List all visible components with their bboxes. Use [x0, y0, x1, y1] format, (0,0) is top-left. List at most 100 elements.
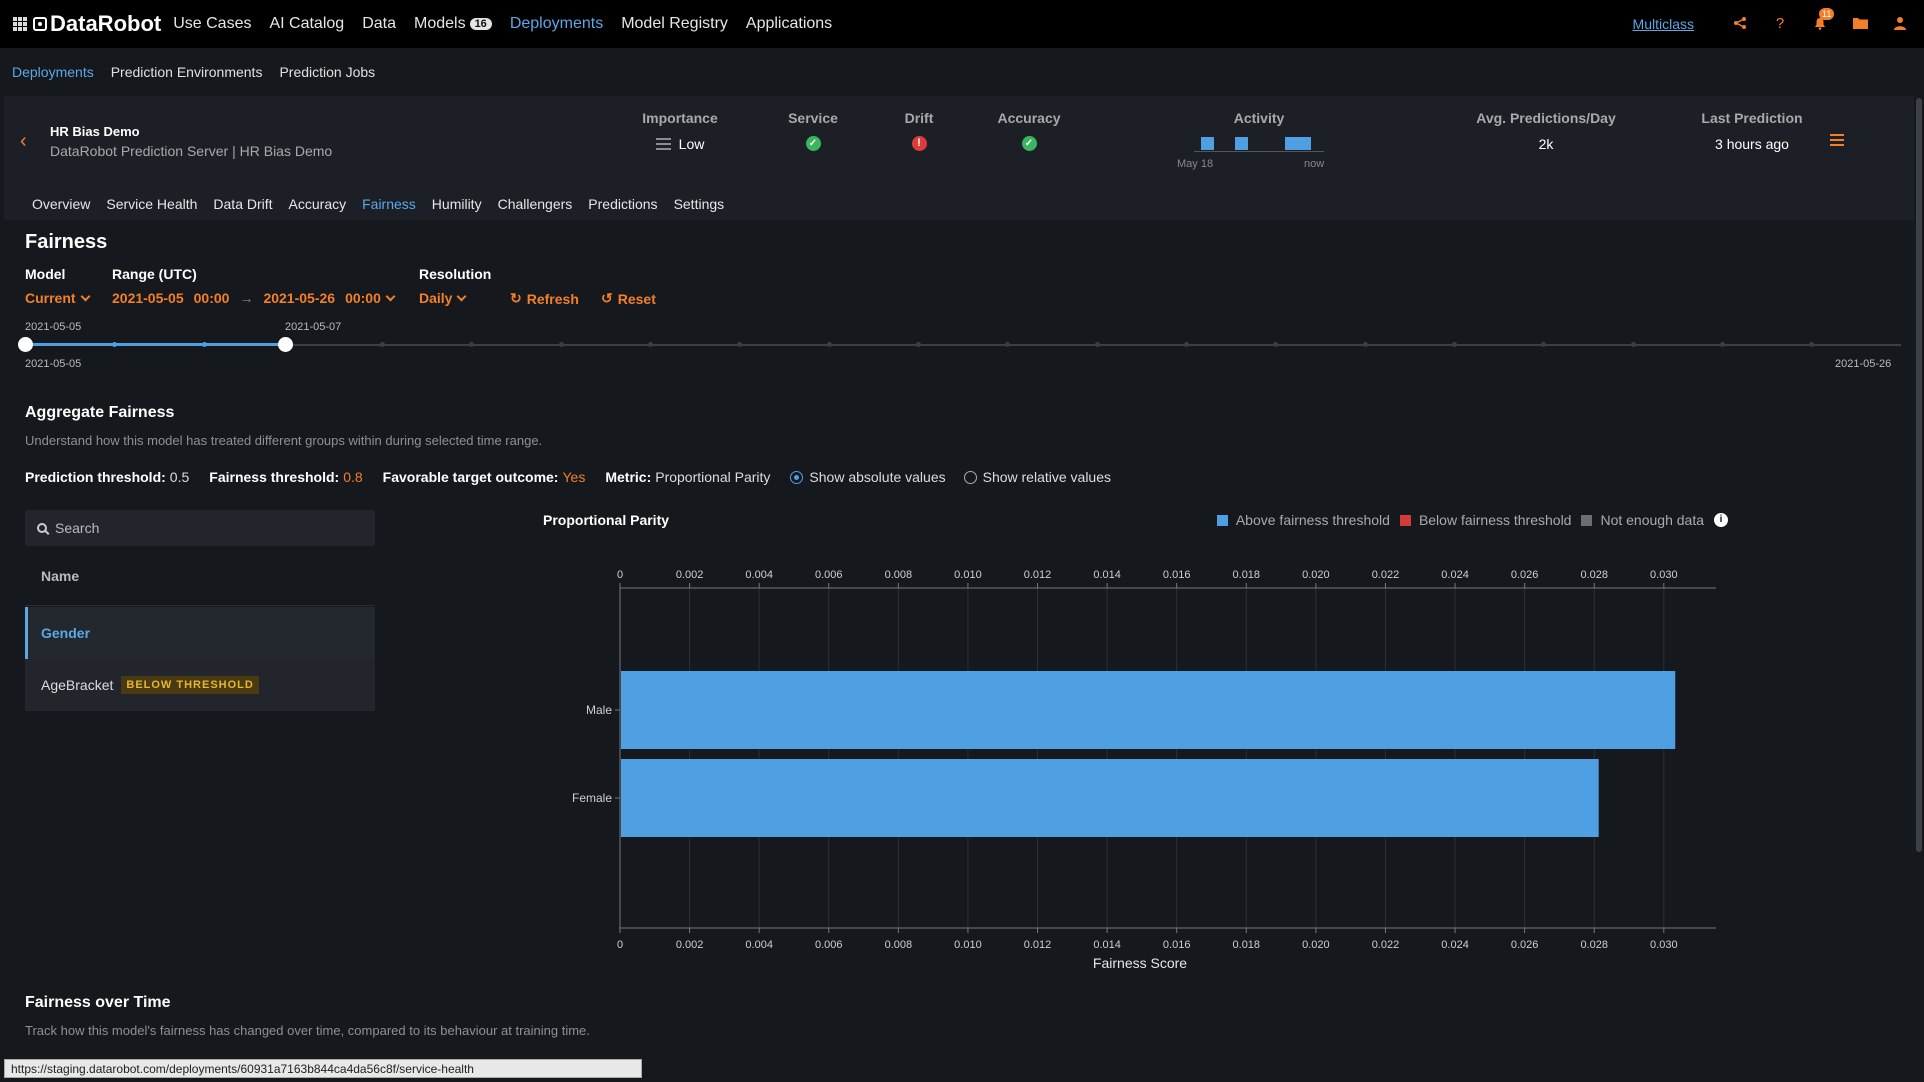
tab-accuracy[interactable]: Accuracy: [288, 196, 347, 212]
x-tick-label-bottom: 0.016: [1163, 939, 1191, 951]
help-icon[interactable]: ?: [1775, 15, 1785, 32]
scrollbar-thumb[interactable]: [1916, 98, 1922, 852]
app-grid-icon[interactable]: [13, 17, 27, 31]
page-scrollbar[interactable]: [1914, 96, 1924, 1082]
logo[interactable]: DataRobot: [33, 11, 161, 37]
slider-tick: [1630, 342, 1636, 347]
multiclass-link[interactable]: Multiclass: [1632, 16, 1694, 32]
time-slider-range: [25, 343, 287, 346]
refresh-button[interactable]: ↻ Refresh: [510, 290, 579, 307]
tab-settings[interactable]: Settings: [673, 196, 725, 212]
arrow-right-icon: →: [239, 290, 254, 306]
avg-predictions-label: Avg. Predictions/Day: [1476, 110, 1616, 126]
show-absolute-label[interactable]: Show absolute values: [809, 469, 946, 485]
list-item-label: AgeBracket: [41, 677, 114, 693]
activity-chart[interactable]: [1194, 132, 1324, 152]
slider-tick: [826, 342, 832, 347]
x-tick-label-top: 0.008: [885, 569, 913, 581]
share-icon[interactable]: [1732, 16, 1748, 32]
service-stat[interactable]: Service ✓: [768, 110, 858, 151]
activity-label: Activity: [1233, 110, 1285, 126]
show-relative-label[interactable]: Show relative values: [982, 469, 1112, 485]
info-icon[interactable]: i: [1714, 513, 1728, 527]
avg-predictions-value: 2k: [1538, 136, 1554, 152]
resolution-value: Daily: [419, 290, 453, 306]
x-tick-label-bottom: 0.002: [676, 939, 704, 951]
resolution-select[interactable]: Daily: [419, 290, 467, 306]
legend-not-enough-swatch: [1581, 514, 1593, 526]
slider-tick: [380, 342, 385, 347]
accuracy-stat[interactable]: Accuracy ✓: [984, 110, 1074, 151]
back-arrow-icon[interactable]: ‹: [20, 130, 27, 152]
tab-predictions[interactable]: Predictions: [588, 196, 658, 212]
slider-tick: [1362, 342, 1368, 347]
nav-data[interactable]: Data: [362, 15, 396, 33]
show-absolute-radio[interactable]: [790, 470, 804, 484]
importance-value: Low: [678, 136, 705, 152]
x-tick-label-top: 0.004: [745, 569, 773, 581]
user-icon[interactable]: [1892, 16, 1908, 32]
range-end-date[interactable]: 2021-05-26: [263, 290, 336, 306]
range-start-date[interactable]: 2021-05-05: [112, 290, 184, 306]
tab-service-health[interactable]: Service Health: [106, 196, 198, 212]
x-tick-label-bottom: 0.030: [1650, 939, 1678, 951]
favorable-outcome-label: Favorable target outcome:: [382, 469, 559, 485]
subnav-prediction-jobs[interactable]: Prediction Jobs: [279, 64, 376, 80]
accuracy-ok-icon: ✓: [1021, 136, 1037, 151]
range-select[interactable]: 2021-05-05 00:00 → 2021-05-26 00:00: [112, 290, 396, 306]
tab-data-drift[interactable]: Data Drift: [213, 196, 273, 212]
chart-legend: Above fairness threshold Below fairness …: [1216, 512, 1728, 528]
drift-error-icon: !: [911, 136, 927, 151]
reset-button[interactable]: ↺ Reset: [601, 290, 656, 307]
notification-count: 11: [1819, 8, 1835, 20]
nav-label: Applications: [745, 15, 833, 32]
tab-fairness[interactable]: Fairness: [362, 196, 416, 212]
model-value: Current: [25, 290, 76, 306]
x-tick-label-top: 0.012: [1024, 569, 1052, 581]
deployment-title: HR Bias Demo: [50, 124, 140, 139]
chevron-down-icon: [457, 291, 467, 301]
nav-label: Deployments: [509, 15, 604, 32]
feature-search[interactable]: [25, 510, 375, 546]
nav-deployments[interactable]: Deployments: [510, 15, 603, 33]
slider-start-handle[interactable]: [18, 337, 33, 352]
nav-applications[interactable]: Applications: [746, 15, 832, 33]
nav-use-cases[interactable]: Use Cases: [173, 15, 251, 33]
x-axis-label: Fairness Score: [1093, 955, 1187, 971]
deployment-header: ‹ HR Bias Demo DataRobot Prediction Serv…: [4, 96, 1914, 220]
status-url: https://staging.datarobot.com/deployment…: [4, 1059, 642, 1078]
tab-overview[interactable]: Overview: [32, 196, 91, 212]
slider-tick: [1720, 342, 1725, 347]
list-item-agebracket[interactable]: AgeBracket BELOW THRESHOLD: [25, 659, 375, 711]
menu-icon[interactable]: [1830, 134, 1844, 146]
time-slider-track[interactable]: [25, 344, 1901, 346]
search-input[interactable]: [55, 520, 335, 536]
x-tick-label-top: 0.022: [1372, 569, 1400, 581]
fairness-settings-row: Prediction threshold: 0.5 Fairness thres…: [25, 469, 1129, 485]
nav-label: Model Registry: [621, 15, 728, 32]
nav-model-registry[interactable]: Model Registry: [621, 15, 728, 33]
slider-tick: [1094, 342, 1100, 347]
tab-humility[interactable]: Humility: [431, 196, 482, 212]
last-prediction-stat: Last Prediction 3 hours ago: [1682, 110, 1822, 152]
list-item-gender[interactable]: Gender: [25, 607, 375, 659]
nav-ai-catalog[interactable]: AI Catalog: [269, 15, 344, 33]
subnav-deployments[interactable]: Deployments: [12, 64, 94, 80]
x-tick-label-bottom: 0.026: [1511, 939, 1539, 951]
x-tick-label-bottom: 0.024: [1441, 939, 1469, 951]
drift-stat[interactable]: Drift !: [879, 110, 959, 151]
folder-icon[interactable]: [1852, 16, 1868, 32]
tab-challengers[interactable]: Challengers: [497, 196, 573, 212]
chevron-down-icon: [80, 291, 91, 301]
range-end-time[interactable]: 00:00: [345, 290, 381, 306]
range-start-time[interactable]: 00:00: [193, 290, 230, 306]
slider-end-handle[interactable]: [278, 337, 293, 352]
subnav-prediction-environments[interactable]: Prediction Environments: [110, 64, 263, 80]
model-select[interactable]: Current: [25, 290, 91, 306]
activity-bar: [1201, 137, 1214, 150]
range-label: Range (UTC): [112, 266, 197, 282]
show-relative-radio[interactable]: [963, 470, 977, 484]
notification-bell-icon[interactable]: 11: [1812, 8, 1835, 32]
y-tick-label: Female: [572, 791, 612, 805]
nav-models[interactable]: Models 16: [414, 15, 492, 33]
